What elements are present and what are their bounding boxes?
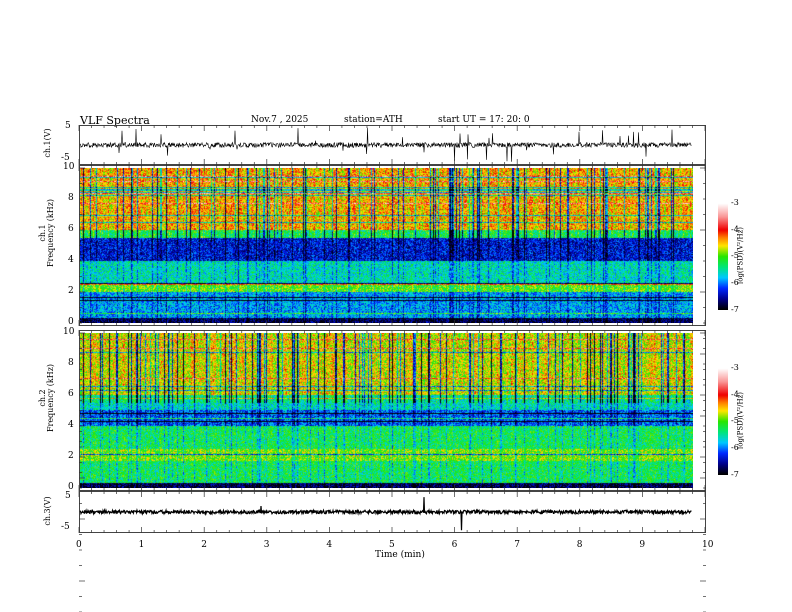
ch3-ylabel: ch.3(V): [43, 496, 52, 526]
waveform-trace: [79, 127, 692, 162]
x-tick-label: 10: [702, 540, 714, 550]
ch2-spectrogram-ylabel: ch.2 Frequency (kHz): [38, 343, 55, 453]
colorbar-tick-label: -7: [731, 469, 739, 479]
ch3-waveform-frame: [79, 491, 706, 533]
x-tick-label: 9: [639, 540, 646, 550]
spectrogram-ytick-label: 2: [68, 286, 74, 296]
spectrogram-ytick-label: 6: [68, 389, 74, 399]
station-label: station=ATH: [344, 115, 403, 125]
ch3-ytick-5: 5: [65, 491, 71, 501]
colorbar-tick-label: -7: [731, 304, 739, 314]
colorbar-tick-label: -3: [731, 198, 739, 207]
spectrogram-ytick-label: 6: [68, 224, 74, 234]
x-tick-label: 2: [201, 540, 207, 550]
spectrogram-ytick-label: 8: [68, 193, 74, 203]
ch3-waveform-plot: [79, 497, 692, 531]
ch2-spectrogram-image: [80, 333, 693, 488]
ch1-ytick-minus5: -5: [61, 153, 70, 163]
x-tick-label: 6: [451, 540, 458, 550]
spectrogram-ytick-label: 0: [68, 482, 74, 492]
ch1-spectrogram-image: [80, 168, 693, 323]
spectrogram-ytick-label: 10: [63, 327, 75, 337]
x-tick-label: 4: [326, 540, 333, 550]
ch1-colorbar: [718, 203, 728, 310]
ch1-waveform-plot: [79, 127, 692, 162]
ch1-ytick-5: 5: [65, 121, 71, 131]
ch1-waveform-frame: [79, 125, 706, 165]
spectrogram-ytick-label: 8: [68, 358, 74, 368]
colorbar-tick-label: -4: [731, 224, 739, 234]
spectrogram-ytick-label: 4: [68, 420, 74, 430]
ch2-colorbar: [718, 368, 728, 475]
colorbar-tick-label: -3: [731, 363, 739, 372]
colorbar-tick-label: -5: [731, 416, 739, 426]
colorbar-tick-label: -5: [731, 251, 739, 261]
x-tick-label: 0: [76, 540, 82, 550]
x-axis-label: Time (min): [375, 550, 425, 560]
ch1-ylabel: ch.1(V): [43, 128, 52, 158]
colorbar-tick-label: -6: [731, 443, 739, 453]
spectrogram-ytick-label: 0: [68, 317, 74, 327]
figure-title: VLF Spectra: [80, 114, 150, 127]
start-ut-label: start UT = 17: 20: 0: [438, 115, 530, 125]
colorbar-tick-label: -6: [731, 278, 739, 288]
x-tick-label: 8: [576, 540, 583, 550]
ch2-ylabel-line2: Frequency (kHz): [46, 363, 55, 433]
colorbar-tick-label: -4: [731, 389, 739, 399]
spectrogram-ytick-label: 2: [68, 451, 74, 461]
waveform-trace: [79, 497, 692, 531]
x-tick-label: 1: [138, 540, 145, 550]
ch1-ylabel-line2: Frequency (kHz): [46, 198, 55, 268]
date-label: Nov.7 , 2025: [251, 115, 309, 125]
spectrogram-ytick-label: 4: [68, 255, 74, 265]
ch3-ytick-minus5: -5: [61, 522, 70, 532]
x-tick-label: 3: [263, 540, 270, 550]
spectrogram-ytick-label: 10: [63, 162, 75, 172]
x-tick-label: 5: [389, 540, 395, 550]
x-tick-label: 7: [514, 540, 520, 550]
ch1-spectrogram-ylabel: ch.1 Frequency (kHz): [38, 178, 55, 288]
